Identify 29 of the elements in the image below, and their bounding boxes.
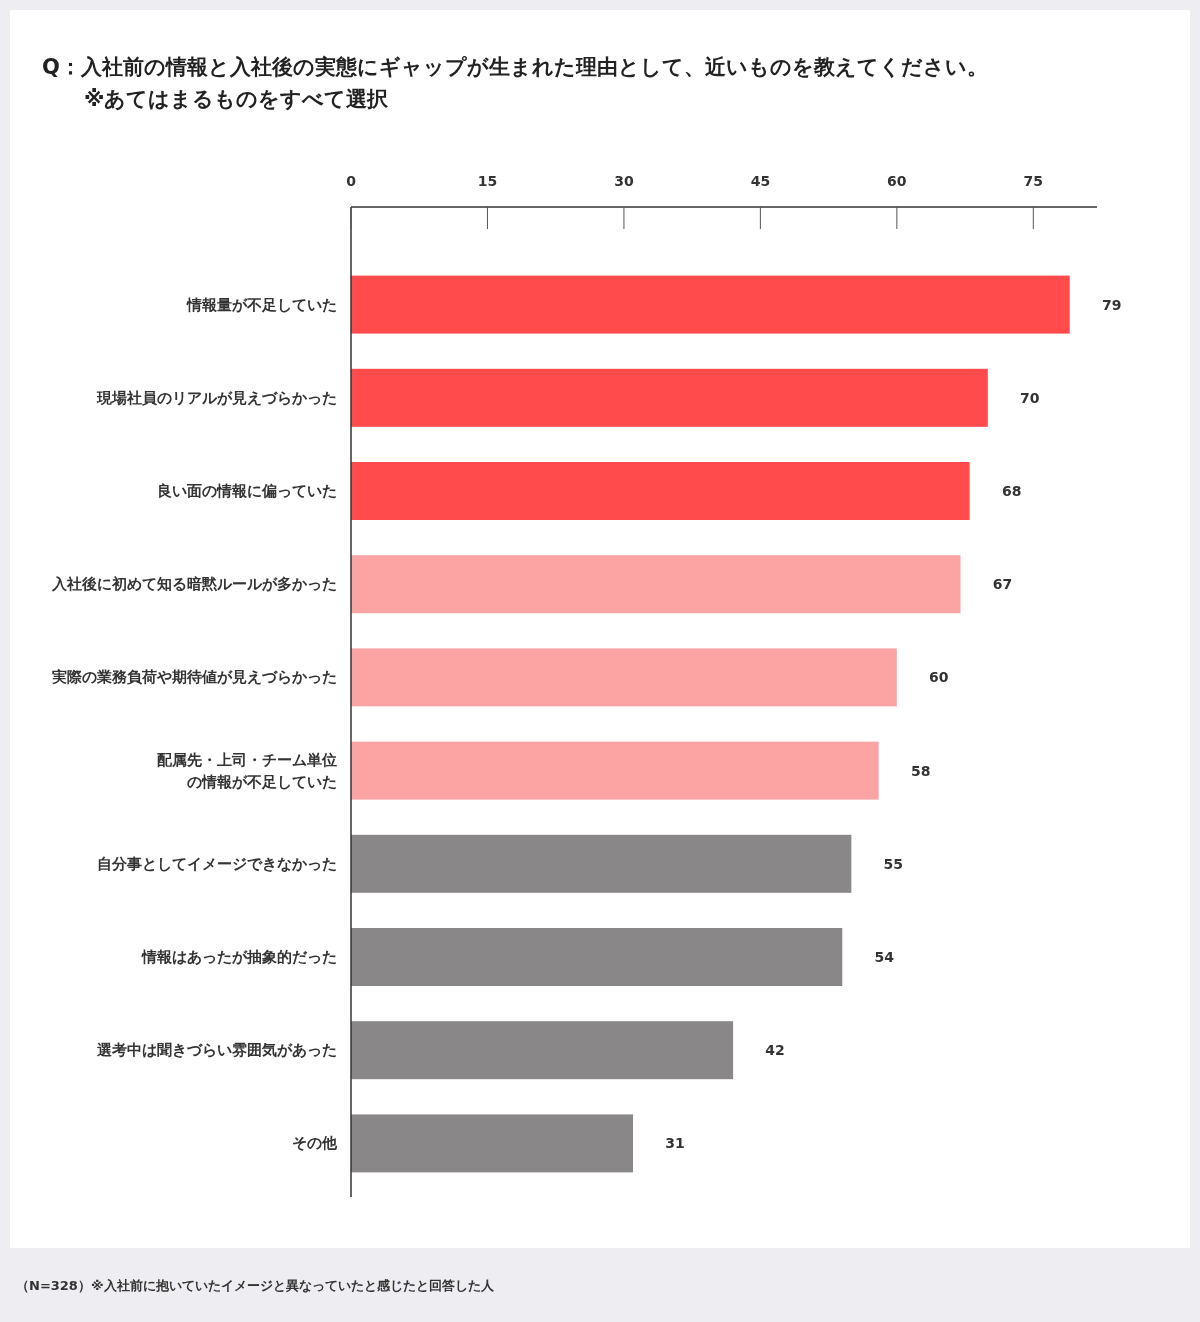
y-tick-label: 実際の業務負荷や期待値が見えづらかった bbox=[51, 668, 337, 687]
x-tick-label: 45 bbox=[750, 173, 771, 189]
text: （N=328）※入社前に抱いていたイメージと異なっていたと感じたと回答した人 bbox=[16, 1278, 495, 1293]
chart-title: Q：入社前の情報と入社後の実態にギャップが生まれた理由として、近いものを教えてください。 bbox=[42, 55, 988, 79]
y-tick-label: 自分事としてイメージできなかった bbox=[97, 854, 337, 873]
data-label: 60 bbox=[929, 669, 949, 686]
x-tick-label: 60 bbox=[887, 173, 907, 189]
data-label: 58 bbox=[910, 762, 931, 779]
y-tick-label: 配属先・上司・チーム単位の情報が不足していた bbox=[157, 750, 337, 791]
data-label: 54 bbox=[874, 949, 895, 965]
x-tick-label: 0 bbox=[346, 173, 357, 189]
y-tick-label: 情報はあったが抽象的だった bbox=[141, 948, 337, 966]
x-tick-label: 30 bbox=[614, 173, 634, 189]
x-tick-label: 75 bbox=[1023, 173, 1044, 189]
data-label: 67 bbox=[992, 576, 1013, 593]
y-tick-label: 入社後に初めて知る暗黙ルールが多かった bbox=[51, 575, 337, 594]
y-tick-label: 選考中は聞きづらい雰囲気があった bbox=[96, 1041, 337, 1060]
data-label: 31 bbox=[665, 1135, 685, 1152]
chart-subtitle: ※あてはまるものをすべて選択 bbox=[84, 87, 390, 111]
y-tick-label: 情報量が不足していた bbox=[186, 295, 337, 314]
y-tick-label: 現場社員のリアルが見えづらかった bbox=[96, 388, 337, 407]
data-label: 68 bbox=[1001, 483, 1022, 499]
y-tick-label: 良い面の情報に偏っていた bbox=[157, 482, 337, 500]
data-label: 42 bbox=[765, 1042, 785, 1059]
y-tick-label: その他 bbox=[292, 1134, 338, 1153]
data-label: 70 bbox=[1020, 389, 1040, 406]
x-tick-label: 15 bbox=[477, 173, 498, 189]
data-label: 79 bbox=[1101, 296, 1122, 313]
data-label: 55 bbox=[883, 855, 904, 872]
